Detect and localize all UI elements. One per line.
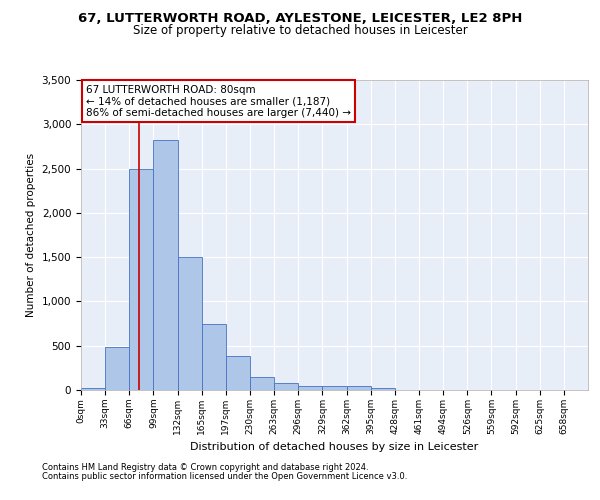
Bar (371, 388, 395, 390)
Bar (298, 386, 322, 390)
Bar (274, 383, 298, 390)
Y-axis label: Number of detached properties: Number of detached properties (26, 153, 36, 317)
Bar (347, 386, 371, 390)
Bar (129, 168, 154, 390)
Text: Contains HM Land Registry data © Crown copyright and database right 2024.: Contains HM Land Registry data © Crown c… (42, 464, 368, 472)
Text: 67, LUTTERWORTH ROAD, AYLESTONE, LEICESTER, LE2 8PH: 67, LUTTERWORTH ROAD, AYLESTONE, LEICEST… (78, 12, 522, 26)
Text: Size of property relative to detached houses in Leicester: Size of property relative to detached ho… (133, 24, 467, 37)
Text: 67 LUTTERWORTH ROAD: 80sqm
← 14% of detached houses are smaller (1,187)
86% of s: 67 LUTTERWORTH ROAD: 80sqm ← 14% of deta… (86, 84, 351, 118)
Bar (154, 140, 178, 390)
Bar (250, 376, 274, 390)
Bar (322, 386, 347, 390)
Bar (202, 324, 226, 390)
Bar (81, 388, 105, 390)
Text: Contains public sector information licensed under the Open Government Licence v3: Contains public sector information licen… (42, 472, 407, 481)
X-axis label: Distribution of detached houses by size in Leicester: Distribution of detached houses by size … (190, 442, 479, 452)
Bar (226, 356, 250, 390)
Bar (178, 257, 202, 390)
Bar (105, 348, 129, 390)
